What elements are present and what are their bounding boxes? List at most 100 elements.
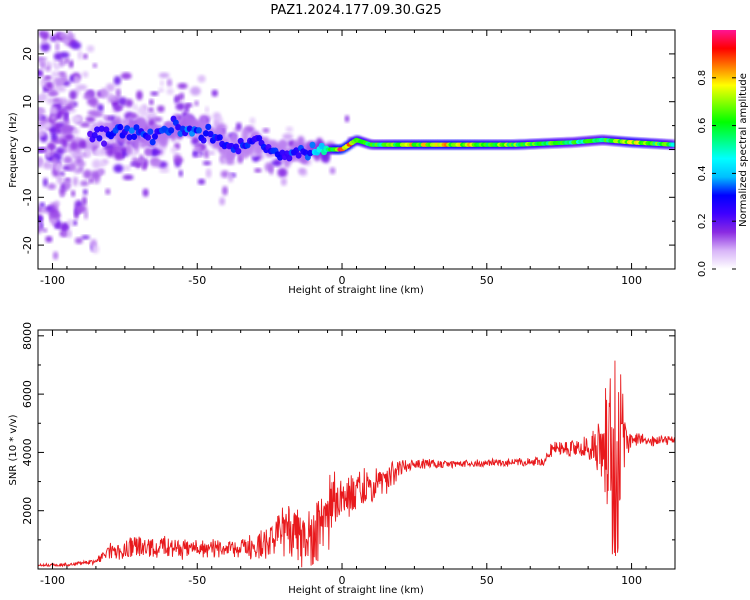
spectrogram-noise-cell: [77, 84, 88, 91]
spectrogram-noise-cell: [63, 155, 73, 164]
spectrogram-noise-cell: [100, 88, 109, 98]
spectrogram-noise-cell: [153, 116, 163, 123]
spectrogram-noise-cell: [52, 97, 62, 103]
spectrogram-noise-cell: [158, 72, 170, 78]
spectrogram-noise-cell: [68, 59, 74, 69]
spectrogram-noise-cell: [51, 71, 60, 78]
spectrogram-ridge-core: [151, 133, 158, 140]
spectrogram-noise-cell: [166, 78, 173, 87]
spectrogram-noise-cell: [122, 174, 134, 181]
spectrogram-noise-cell: [50, 131, 58, 141]
spectrogram-noise-cell: [130, 112, 138, 119]
spectrogram-noise-cell: [54, 77, 64, 88]
spectrogram-noise-cell: [254, 168, 262, 173]
spectrogram-noise-cell: [280, 177, 287, 186]
spectrogram-noise-cell: [148, 107, 154, 112]
spectrogram-noise-cell: [142, 163, 147, 171]
spectrogram-ridge-core: [186, 125, 193, 132]
spectrogram-noise-cell: [136, 90, 143, 101]
spectrogram-noise-cell: [158, 87, 164, 93]
spectrogram-noise-cell: [126, 147, 132, 156]
spectrogram-noise-cell: [71, 190, 76, 197]
spectrogram-noise-cell: [120, 72, 132, 80]
spectrogram-ridge-core: [98, 125, 105, 132]
spectrogram-noise-cell: [144, 147, 152, 157]
spectrogram-x-axis-label: Height of straight line (km): [288, 285, 424, 296]
spectrogram-noise-cell: [191, 137, 200, 146]
spectrogram-noise-cell: [150, 91, 159, 96]
spectrogram-noise-cell: [41, 39, 48, 45]
snr-panel: -100 -50 0 50 100 2000 4000 6000 8000 Height of …: [8, 322, 676, 596]
spectrogram-noise-cell: [109, 96, 119, 102]
spectrogram-noise-cell: [102, 114, 108, 120]
spectrogram-noise-cell: [69, 75, 75, 83]
spectrogram-noise-cell: [60, 138, 69, 148]
spectrogram-noise-cell: [130, 147, 137, 157]
spectrogram-noise-cell: [67, 229, 72, 238]
spectrogram-noise-cell: [130, 162, 137, 167]
spectrogram-noise-cell: [197, 178, 206, 185]
spectrogram-noise-cell: [50, 216, 58, 226]
spectrogram-noise-cell: [205, 168, 212, 179]
spectrogram-noise-cell: [148, 111, 157, 120]
spectrogram-ridge-core: [101, 140, 108, 147]
spectrogram-noise-cell: [82, 53, 88, 60]
spectrogram-noise-cell: [54, 161, 63, 172]
spectrogram-noise-cell: [149, 99, 154, 106]
colorbar-tick-label: 0.4: [697, 165, 708, 181]
spectrogram-ridge-core: [195, 127, 202, 134]
spectrogram-noise-cell: [72, 128, 80, 135]
spectrogram-noise-cell: [113, 150, 124, 161]
spectrogram-noise-cell: [184, 102, 193, 108]
spectrogram-noise-cell: [90, 170, 101, 180]
spectrogram-noise-cell: [42, 228, 48, 233]
spectrogram-ridge-core: [133, 124, 140, 131]
spectrogram-noise-cell: [97, 104, 104, 112]
spectrogram-noise-cell: [64, 58, 70, 63]
spectrogram-x-tick-label: 100: [621, 274, 642, 287]
spectrogram-noise-cell: [136, 106, 146, 115]
spectrogram-noise-cell: [86, 45, 95, 53]
spectrogram-noise-cell: [50, 114, 57, 121]
snr-y-axis-label: SNR (10 * v/v): [8, 414, 19, 485]
spectrogram-noise-cell: [82, 169, 92, 179]
spectrogram-noise-cell: [69, 90, 77, 100]
spectrogram-noise-cell: [55, 223, 62, 228]
spectrogram-ridge-core: [202, 130, 209, 137]
spectrogram-noise-cell: [98, 169, 103, 175]
spectrogram-noise-cell: [262, 128, 270, 133]
spectrogram-noise-cell: [38, 69, 43, 77]
spectrogram-noise-cell: [59, 222, 68, 232]
spectrogram-noise-cell: [42, 177, 48, 187]
spectrogram-noise-cell: [249, 117, 256, 125]
spectrogram-noise-cell: [98, 161, 106, 168]
spectrogram-noise-cell: [73, 75, 79, 82]
spectrogram-noise-cell: [82, 188, 88, 195]
spectrogram-noise-cell: [45, 205, 53, 212]
spectrogram-noise-cell: [159, 167, 170, 173]
colorbar-label: Normalized spectral amplitude: [738, 73, 749, 227]
spectrogram-noise-cell: [40, 60, 46, 70]
spectrogram-ridge-core: [175, 123, 182, 131]
spectrogram-noise-cell: [166, 88, 174, 95]
spectrogram-noise-cell: [66, 219, 73, 228]
spectrogram-noise-cell: [85, 116, 96, 123]
spectrogram-x-tick-label: -100: [40, 274, 65, 287]
spectrogram-noise-cell: [34, 0, 43, 7]
spectrogram-noise-cell: [105, 83, 115, 92]
spectrogram-noise-cell: [64, 180, 71, 190]
spectrogram-noise-cell: [56, 174, 64, 185]
spectrogram-noise-cell: [93, 149, 102, 156]
spectrogram-noise-cell: [176, 94, 181, 102]
spectrogram-noise-cell: [125, 139, 133, 146]
spectrogram-noise-cell: [46, 148, 51, 159]
spectrogram-noise-cell: [49, 125, 56, 134]
spectrogram-noise-cell: [344, 115, 350, 123]
spectrogram-noise-cell: [43, 75, 53, 80]
spectrogram-noise-cell: [84, 90, 96, 97]
spectrogram-noise-cell: [150, 158, 161, 168]
spectrogram-ridge-outer: [241, 128, 250, 143]
colorbar-tick-label: 0.8: [697, 70, 708, 86]
